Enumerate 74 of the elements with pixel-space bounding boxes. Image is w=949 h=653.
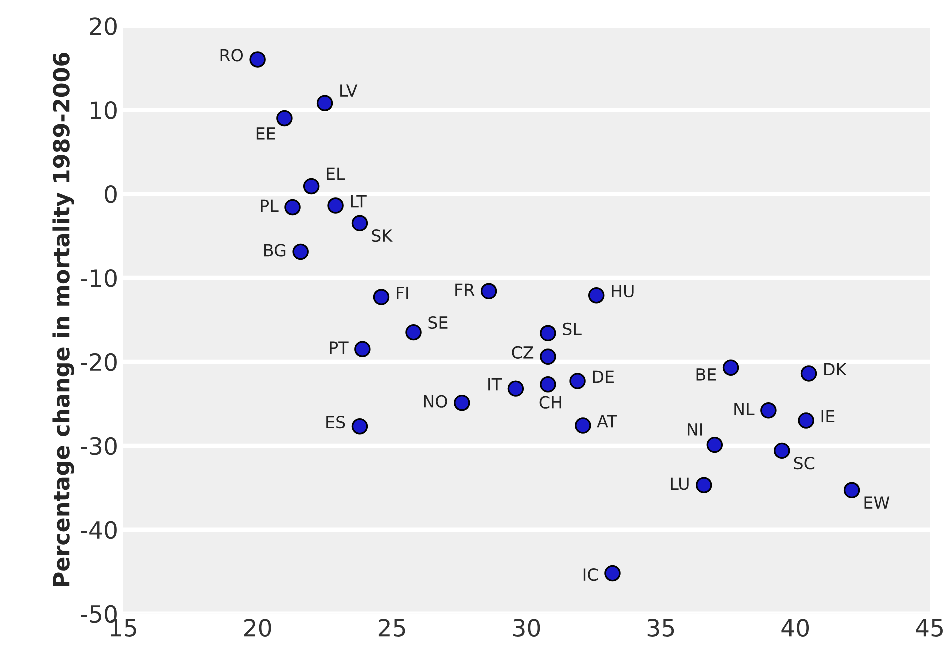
- annotation: LU: [671, 478, 689, 490]
- x-tick-label: 30: [513, 619, 540, 637]
- annotation: FR: [456, 284, 475, 296]
- x-tick-label: 25: [378, 619, 406, 637]
- annotation: BG: [264, 244, 286, 257]
- annotation: IE: [822, 410, 835, 423]
- annotation: IC: [584, 568, 598, 582]
- annotation: NL: [734, 403, 755, 416]
- annotation: SK: [372, 230, 393, 242]
- annotation: EE: [256, 128, 276, 140]
- annotation: LV: [340, 84, 358, 97]
- annotation: LT: [351, 195, 367, 208]
- y-tick-label: -30: [81, 437, 117, 456]
- point: [284, 199, 301, 216]
- x-tick-label: 45: [916, 619, 943, 637]
- annotation: BE: [696, 368, 716, 381]
- y-tick-label: 10: [91, 102, 117, 120]
- annotation: HU: [612, 285, 634, 298]
- annotation: SE: [428, 316, 448, 330]
- point: [454, 394, 470, 412]
- point: [354, 341, 371, 358]
- point: [480, 283, 498, 300]
- point: [800, 366, 818, 382]
- point: [575, 418, 592, 434]
- point: [292, 244, 309, 260]
- point: [570, 373, 586, 390]
- annotation: AT: [597, 415, 618, 428]
- annotation: DK: [824, 363, 848, 376]
- x-tick-label: 40: [782, 619, 810, 637]
- annotation: EW: [864, 496, 890, 509]
- point: [352, 215, 368, 232]
- annotation: SC: [794, 457, 815, 470]
- y-tick-label: -20: [81, 353, 117, 372]
- point: [352, 418, 368, 435]
- point: [722, 360, 740, 376]
- annotation: FI: [397, 286, 408, 300]
- annotation: ES: [326, 416, 346, 429]
- y-tick-label: -40: [81, 521, 117, 540]
- point: [328, 198, 344, 214]
- y-tick-label: -10: [81, 269, 117, 288]
- annotation: PL: [261, 200, 279, 212]
- point: [760, 402, 777, 419]
- annotation: CZ: [512, 346, 534, 359]
- point: [706, 436, 724, 454]
- point: [276, 110, 293, 127]
- point: [250, 52, 266, 68]
- x-tick-label: 20: [244, 619, 272, 637]
- annotation: SL: [563, 322, 582, 336]
- point: [373, 289, 390, 306]
- point: [303, 178, 320, 195]
- annotation: DE: [593, 370, 614, 384]
- point: [604, 565, 621, 582]
- annotation: RO: [220, 49, 243, 62]
- x-tick-label: 35: [648, 619, 674, 637]
- annotation: NO: [424, 395, 448, 408]
- point: [406, 324, 422, 341]
- point: [588, 288, 605, 304]
- annotation: NI: [688, 424, 702, 436]
- annotation: EL: [327, 168, 346, 180]
- point: [540, 325, 556, 342]
- point: [774, 442, 790, 460]
- point: [540, 348, 556, 366]
- point: [696, 477, 712, 494]
- y-tick-label: 0: [105, 185, 117, 204]
- annotation: IT: [488, 378, 502, 391]
- point: [316, 95, 334, 112]
- point: [508, 380, 524, 397]
- y-tick-label: 20: [90, 18, 117, 36]
- point: [844, 482, 860, 499]
- y-axis-title: Percentage change in mortality 1989-2006: [52, 52, 74, 586]
- annotation: PT: [330, 342, 349, 354]
- point: [798, 412, 814, 429]
- point: [540, 376, 556, 393]
- annotation: CH: [540, 396, 562, 409]
